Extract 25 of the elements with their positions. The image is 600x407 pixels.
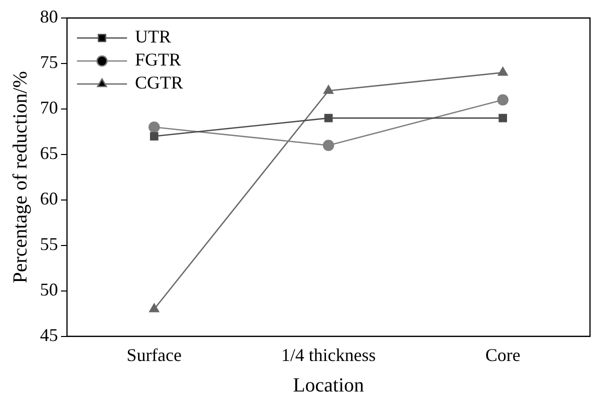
y-tick-label: 60	[40, 188, 58, 209]
point	[498, 114, 508, 122]
point	[148, 122, 160, 133]
point	[324, 85, 334, 94]
y-axis-title: Percentage of reduction/%	[9, 71, 32, 284]
point	[497, 94, 508, 106]
point	[322, 140, 334, 152]
point	[498, 66, 508, 76]
x-axis-title: Location	[292, 374, 364, 396]
y-tick-label: 70	[40, 98, 58, 118]
legend-label: CGTR	[135, 72, 184, 93]
legend-label: UTR	[135, 26, 171, 47]
point	[324, 114, 333, 122]
y-tick-label: 75	[40, 52, 58, 72]
y-tick-label: 80	[40, 6, 58, 27]
legend-label: FGTR	[135, 50, 182, 70]
y-tick-label: 50	[40, 280, 58, 300]
y-tick-label: 55	[40, 234, 58, 254]
x-tick-label: Surface	[126, 344, 182, 365]
x-tick-label: 1/4 thickness	[281, 344, 376, 365]
x-tick-label: Core	[485, 344, 520, 365]
y-tick-label: 65	[40, 143, 58, 164]
point	[149, 303, 160, 312]
y-tick-label: 45	[40, 325, 58, 346]
point	[150, 132, 158, 140]
